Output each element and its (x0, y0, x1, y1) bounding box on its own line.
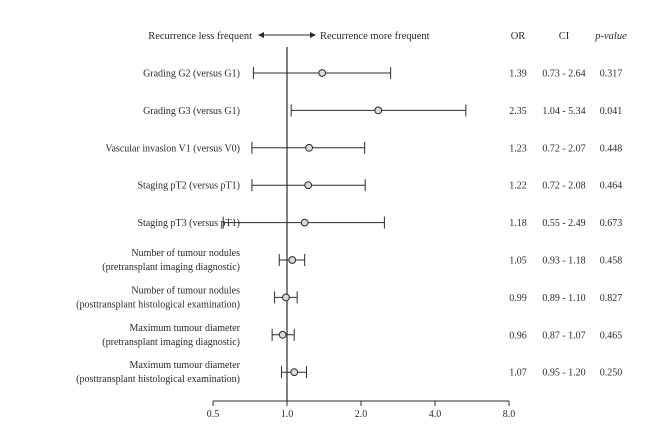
forest-row: Grading G2 (versus G1) 1.39 0.73 - 2.64 0.3… (143, 67, 622, 80)
or-point (318, 69, 327, 77)
or-value: 0.99 (509, 293, 527, 304)
ci-value: 0.89 - 1.10 (542, 293, 585, 304)
x-tick-label: 8.0 (503, 409, 516, 420)
forest-rows: Grading G2 (versus G1) 1.39 0.73 - 2.64 0.3… (76, 67, 622, 385)
p-value: 0.448 (600, 143, 623, 154)
p-value: 0.317 (600, 69, 623, 80)
row-label: Staging pT3 (versus pT1) (138, 218, 241, 229)
or-point (374, 106, 383, 115)
or-point (305, 143, 314, 152)
or-value: 1.18 (509, 218, 527, 229)
ci-value: 0.87 - 1.07 (542, 330, 585, 341)
p-value: 0.458 (600, 256, 623, 267)
column-header-p: p-value (594, 31, 627, 42)
ci-value: 0.55 - 2.49 (542, 218, 585, 229)
x-tick-label: 0.5 (207, 409, 220, 420)
or-point (304, 181, 313, 190)
ci-value: 0.72 - 2.08 (542, 181, 585, 192)
p-value: 0.465 (600, 330, 623, 341)
forest-row: Number of tumour nodules (posttransplant … (76, 285, 622, 310)
or-point (290, 368, 299, 377)
forest-row: Number of tumour nodules (pretransplant i… (102, 248, 622, 273)
column-header-or: OR (511, 31, 526, 42)
forest-row: Grading G3 (versus G1) 2.35 1.04 - 5.34 0.0… (143, 104, 622, 117)
ci-value: 1.04 - 5.34 (542, 106, 585, 117)
direction-arrow (258, 32, 316, 38)
row-label: Staging pT2 (versus pT1) (138, 181, 241, 192)
or-point (300, 218, 309, 227)
row-label-line: Maximum tumour diameter (129, 360, 240, 371)
or-value: 0.96 (509, 330, 527, 341)
ci-value: 0.72 - 2.07 (542, 143, 585, 154)
row-label: Grading G2 (versus G1) (143, 69, 240, 80)
or-point (282, 293, 290, 302)
row-label-line: Number of tumour nodules (131, 285, 240, 296)
row-label: Grading G3 (versus G1) (143, 106, 240, 117)
direction-left-label: Recurrence less frequent (148, 31, 252, 42)
p-value: 0.673 (600, 218, 623, 229)
row-label-line: Maximum tumour diameter (129, 323, 240, 334)
or-value: 1.39 (509, 69, 527, 80)
x-tick-label: 1.0 (281, 409, 294, 420)
row-label-line: Number of tumour nodules (131, 248, 240, 259)
ci-value: 0.93 - 1.18 (542, 256, 585, 267)
column-header-ci: CI (559, 31, 570, 42)
or-value: 1.22 (509, 181, 527, 192)
row-label-line: (posttransplant histological examination… (76, 374, 240, 385)
forest-row: Maximum tumour diameter (pretransplant im… (102, 323, 622, 348)
ci-value: 0.73 - 2.64 (542, 69, 585, 80)
forest-row: Staging pT3 (versus pT1) 1.18 0.55 - 2.49 0… (138, 216, 623, 229)
or-value: 1.23 (509, 143, 527, 154)
x-tick-label: 4.0 (429, 409, 442, 420)
or-value: 1.05 (509, 256, 527, 267)
p-value: 0.041 (600, 106, 623, 117)
or-point (288, 256, 297, 264)
direction-right-label: Recurrence more frequent (320, 31, 430, 42)
row-label-line: (pretransplant imaging diagnostic) (102, 337, 240, 348)
forest-row: Vascular invasion V1 (versus V0) 1.23 0.72… (105, 141, 623, 154)
or-point (278, 330, 287, 339)
row-label-line: (posttransplant histological examination… (76, 299, 240, 310)
row-label-line: (pretransplant imaging diagnostic) (102, 262, 240, 273)
ci-value: 0.95 - 1.20 (542, 368, 585, 379)
or-value: 2.35 (509, 106, 527, 117)
row-label: Vascular invasion V1 (versus V0) (105, 143, 240, 154)
forest-row: Maximum tumour diameter (posttransplant h… (76, 360, 622, 385)
p-value: 0.827 (600, 293, 623, 304)
x-axis-ticks: 0.5 1.0 2.0 4.0 8.0 (207, 401, 516, 420)
p-value: 0.250 (600, 368, 623, 379)
or-value: 1.07 (509, 368, 527, 379)
p-value: 0.464 (600, 181, 623, 192)
x-tick-label: 2.0 (355, 409, 368, 420)
forest-row: Staging pT2 (versus pT1) 1.22 0.72 - 2.08 0… (138, 179, 623, 192)
